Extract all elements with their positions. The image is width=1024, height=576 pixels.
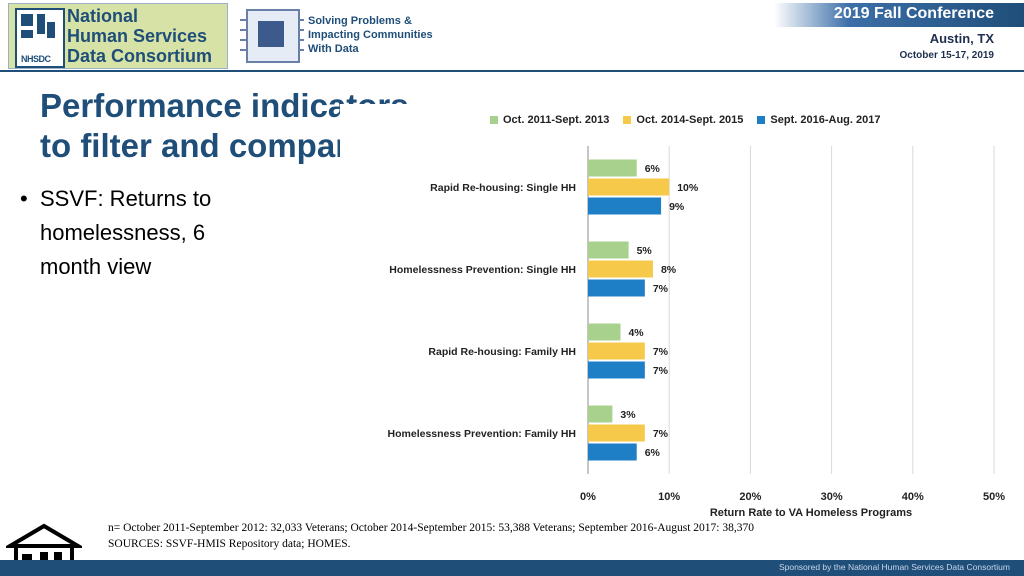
data-label: 7% [653, 346, 669, 358]
conference-tagline: Solving Problems & Impacting Communities… [308, 14, 433, 56]
chart-plot: 0% 10% 20% 30% 40% 50% Return Rate to VA Homel… [388, 146, 1005, 519]
slide-title-line2: to filter and compare [40, 127, 367, 164]
category-label: Rapid Re-housing: Single HH [430, 182, 576, 194]
bullet-line2: homelessness, 6 [40, 220, 206, 245]
bar [588, 342, 645, 360]
data-label: 6% [645, 447, 661, 459]
category-label: Homelessness Prevention: Single HH [389, 264, 576, 276]
bullet-point: • SSVF: Returns to homelessness, 6 month… [20, 182, 270, 284]
sponsor-footer: Sponsored by the National Human Services… [0, 560, 1024, 576]
logo-grid-icon: NHSDC [15, 8, 65, 68]
x-tick-label: 0% [580, 491, 596, 503]
bullet-line3: month view [40, 254, 152, 279]
org-name-line2: Human Services [67, 26, 208, 46]
bar [588, 178, 670, 196]
legend-swatch [490, 116, 498, 125]
x-tick-label: 10% [658, 491, 680, 503]
chart-legend: Oct. 2011-Sept. 2013 Oct. 2014-Sept. 2015… [490, 114, 894, 126]
bullet-line1: SSVF: Returns to [40, 186, 212, 211]
category-label: Rapid Re-housing: Family HH [428, 346, 576, 358]
chart-footnote: n= October 2011-September 2012: 32,033 V… [108, 520, 754, 552]
legend-item: Oct. 2011-Sept. 2013 [490, 114, 609, 126]
data-label: 6% [645, 163, 661, 175]
legend-label: Oct. 2011-Sept. 2013 [503, 114, 610, 126]
data-label: 7% [653, 428, 669, 440]
circuit-chip-icon [236, 3, 306, 67]
legend-item: Sept. 2016-Aug. 2017 [757, 114, 880, 126]
legend-swatch [623, 116, 632, 125]
org-name: National Human Services Data Consortium [67, 6, 212, 66]
legend-item: Oct. 2014-Sept. 2015 [623, 114, 743, 126]
tagline-line3: With Data [308, 43, 359, 55]
bar [588, 260, 653, 278]
legend-label: Oct. 2014-Sept. 2015 [636, 114, 744, 126]
category-label: Homelessness Prevention: Family HH [388, 428, 576, 440]
bar [588, 159, 637, 177]
data-label: 7% [653, 365, 669, 377]
x-axis-title: Return Rate to VA Homeless Programs [710, 507, 912, 519]
conference-dates: October 15-17, 2019 [899, 50, 995, 61]
tagline-line2: Impacting Communities [308, 29, 433, 41]
sponsor-text: Sponsored by the National Human Services… [778, 562, 1010, 572]
bar [588, 361, 645, 379]
conference-banner [774, 3, 1024, 27]
data-label: 4% [628, 327, 644, 339]
bullet-dot-icon: • [20, 186, 28, 211]
bar [588, 323, 621, 341]
x-tick-label: 20% [739, 491, 761, 503]
bar [588, 424, 645, 442]
x-tick-label: 30% [821, 491, 843, 503]
conference-header: NHSDC National Human Services Data Conso… [0, 0, 1024, 72]
data-label: 7% [653, 283, 669, 295]
org-name-line1: National [67, 6, 139, 26]
data-label: 3% [620, 409, 636, 421]
x-tick-label: 40% [902, 491, 924, 503]
legend-label: Sept. 2016-Aug. 2017 [770, 114, 881, 126]
logo-abbreviation: NHSDC [21, 54, 51, 64]
footnote-sources: SOURCES: SSVF-HMIS Repository data; HOME… [108, 538, 351, 550]
bar [588, 443, 637, 461]
data-label: 9% [669, 201, 685, 213]
conference-title: 2019 Fall Conference [833, 5, 994, 22]
nhsdc-logo: NHSDC National Human Services Data Conso… [8, 3, 228, 69]
returns-chart: Oct. 2011-Sept. 2013 Oct. 2014-Sept. 2015… [340, 104, 1020, 522]
org-name-line3: Data Consortium [67, 46, 213, 66]
x-tick-label: 50% [983, 491, 1005, 503]
tagline-line1: Solving Problems & [308, 15, 412, 27]
data-label: 10% [677, 182, 699, 194]
bar [588, 405, 613, 423]
bar [588, 197, 662, 215]
footnote-sample-sizes: n= October 2011-September 2012: 32,033 V… [108, 522, 755, 534]
legend-swatch [757, 116, 766, 125]
data-label: 8% [661, 264, 677, 276]
bar [588, 241, 629, 259]
conference-city: Austin, TX [929, 31, 994, 46]
data-label: 5% [637, 245, 653, 257]
bar [588, 279, 645, 297]
